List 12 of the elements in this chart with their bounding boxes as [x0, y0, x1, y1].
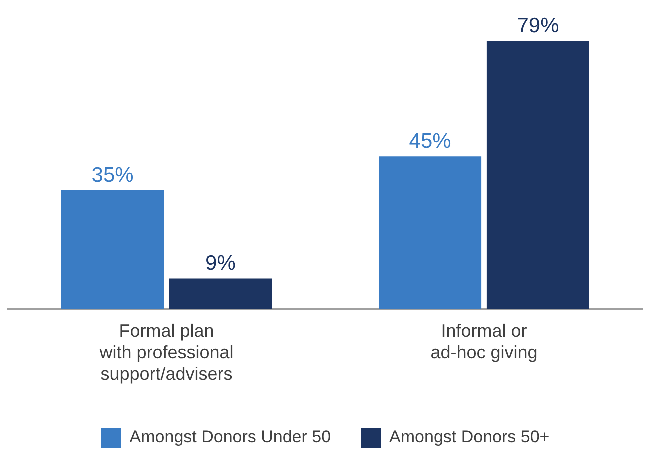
- bar: [62, 190, 164, 310]
- bar: [379, 156, 482, 310]
- legend-label: Amongst Donors 50+: [390, 428, 550, 447]
- x-tick-label: Formal plan with professional support/advisers: [98, 320, 234, 384]
- data-label: 79%: [517, 14, 560, 38]
- x-tick-label: Informal or ad-hoc giving: [430, 320, 538, 363]
- data-label: 9%: [206, 252, 236, 275]
- data-label: 45%: [409, 130, 452, 153]
- data-label: 35%: [92, 164, 134, 187]
- legend-label: Amongst Donors Under 50: [130, 428, 332, 447]
- bar: [169, 278, 272, 310]
- bar: [486, 41, 590, 310]
